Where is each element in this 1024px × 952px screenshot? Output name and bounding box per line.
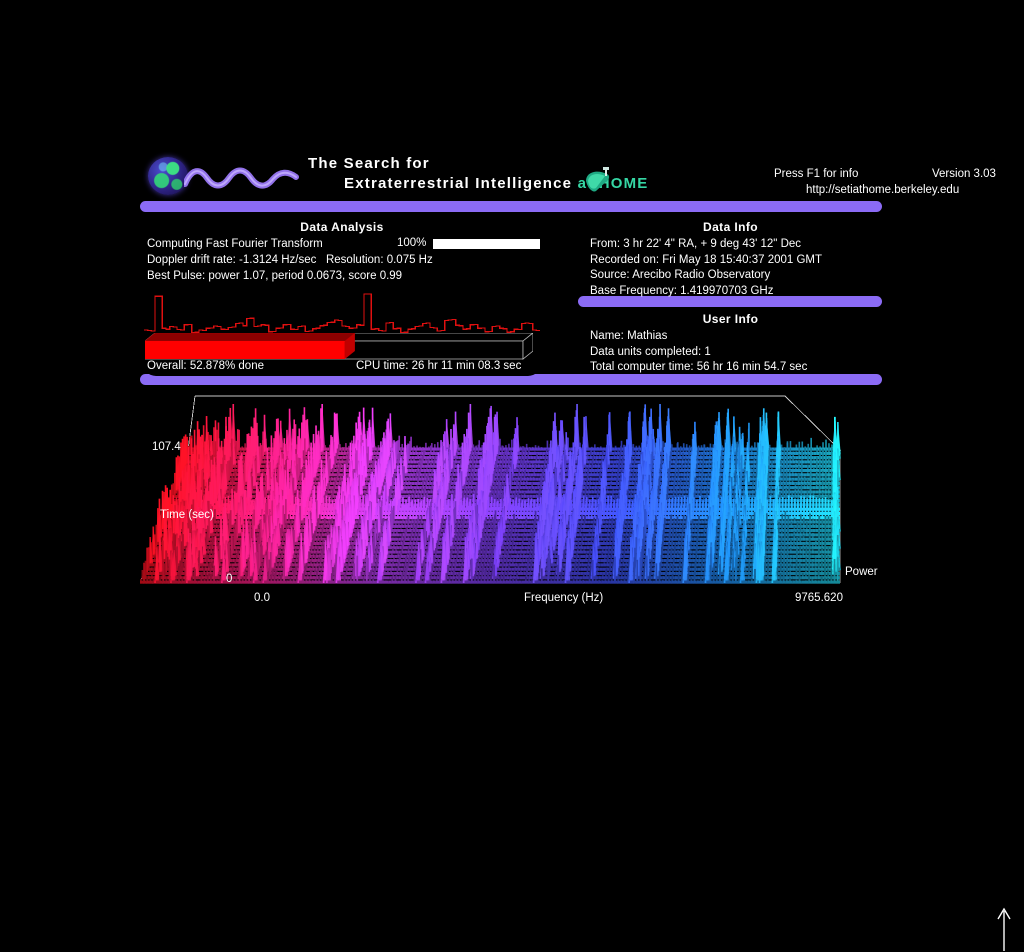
plot-canvas — [140, 388, 900, 608]
overall-progress-bar — [145, 333, 533, 361]
data-info-recorded: Recorded on: Fri May 18 15:40:37 2001 GM… — [590, 253, 822, 269]
satellite-dish-icon — [583, 167, 617, 193]
fft-percent-label: 100% — [397, 237, 426, 249]
fft-status-label: Computing Fast Fourier Transform — [147, 237, 323, 253]
cpu-time-label: CPU time: 26 hr 11 min 08.3 sec — [356, 360, 521, 372]
power-axis-arrow-icon — [996, 906, 1012, 952]
fft-progress-track — [433, 239, 540, 249]
data-info-basefreq: Base Frequency: 1.419970703 GHz — [590, 284, 822, 300]
seti-screensaver: The Search for Extraterrestrial Intellig… — [0, 0, 1024, 768]
header-info-row: Press F1 for info Version 3.03 — [762, 166, 1024, 182]
data-info-source: Source: Arecibo Radio Observatory — [590, 268, 822, 284]
time-axis-label: Time (sec) — [160, 509, 214, 521]
freq-axis-max-tick: 9765.620 — [795, 592, 843, 604]
fft-progress: 100% — [397, 237, 540, 251]
radio-wave-icon — [184, 166, 302, 190]
user-info-panel: User Info Name: Mathias Data units compl… — [578, 308, 883, 372]
doppler-drift-label: Doppler drift rate: -1.3124 Hz/sec — [147, 254, 316, 266]
project-url-label: http://setiathome.berkeley.edu — [806, 182, 959, 198]
power-axis-label: Power — [845, 566, 878, 578]
data-analysis-panel: Data Analysis Computing Fast Fourier Tra… — [142, 216, 542, 376]
data-info-panel: Data Info From: 3 hr 22' 4" RA, + 9 deg … — [578, 216, 883, 294]
resolution-label: Resolution: 0.075 Hz — [326, 254, 433, 266]
app-header: The Search for Extraterrestrial Intellig… — [140, 152, 885, 200]
app-title-line2-main: Extraterrestrial Intelligence — [344, 175, 572, 192]
time-axis-min-tick: 0 — [226, 573, 232, 585]
data-analysis-footer: Overall: 52.878% done CPU time: 26 hr 11… — [147, 360, 539, 376]
data-info-title: Data Info — [578, 220, 883, 234]
overall-progress-label: Overall: 52.878% done — [147, 360, 264, 372]
freq-axis-label: Frequency (Hz) — [524, 592, 603, 604]
user-info-units: Data units completed: 1 — [590, 345, 807, 361]
best-pulse-label: Best Pulse: power 1.07, period 0.0673, s… — [147, 269, 402, 285]
user-info-totaltime: Total computer time: 56 hr 16 min 54.7 s… — [590, 360, 807, 376]
fft-progress-fill — [433, 239, 540, 249]
user-info-title: User Info — [578, 312, 883, 326]
header-info-block: Press F1 for info Version 3.03 http://se… — [762, 166, 1024, 182]
earth-globe-icon — [148, 157, 188, 195]
user-info-lines: Name: Mathias Data units completed: 1 To… — [590, 329, 807, 376]
help-hint-label: Press F1 for info — [774, 166, 858, 182]
time-axis-max-tick: 107.4 — [152, 441, 181, 453]
data-info-from: From: 3 hr 22' 4" RA, + 9 deg 43' 12" De… — [590, 237, 822, 253]
frequency-time-power-plot — [140, 388, 900, 608]
user-info-name: Name: Mathias — [590, 329, 807, 345]
data-analysis-title: Data Analysis — [142, 220, 542, 234]
panel-divider-top — [140, 201, 882, 212]
app-title-line1: The Search for — [308, 154, 708, 174]
app-title-line2: Extraterrestrial Intelligence at HOME — [308, 174, 708, 194]
version-label: Version 3.03 — [932, 166, 996, 182]
freq-axis-min-tick: 0.0 — [254, 592, 270, 604]
line-gap — [316, 254, 326, 266]
data-info-lines: From: 3 hr 22' 4" RA, + 9 deg 43' 12" De… — [590, 237, 822, 299]
doppler-resolution-line: Doppler drift rate: -1.3124 Hz/sec Resol… — [147, 253, 433, 269]
app-title: The Search for Extraterrestrial Intellig… — [308, 154, 708, 194]
